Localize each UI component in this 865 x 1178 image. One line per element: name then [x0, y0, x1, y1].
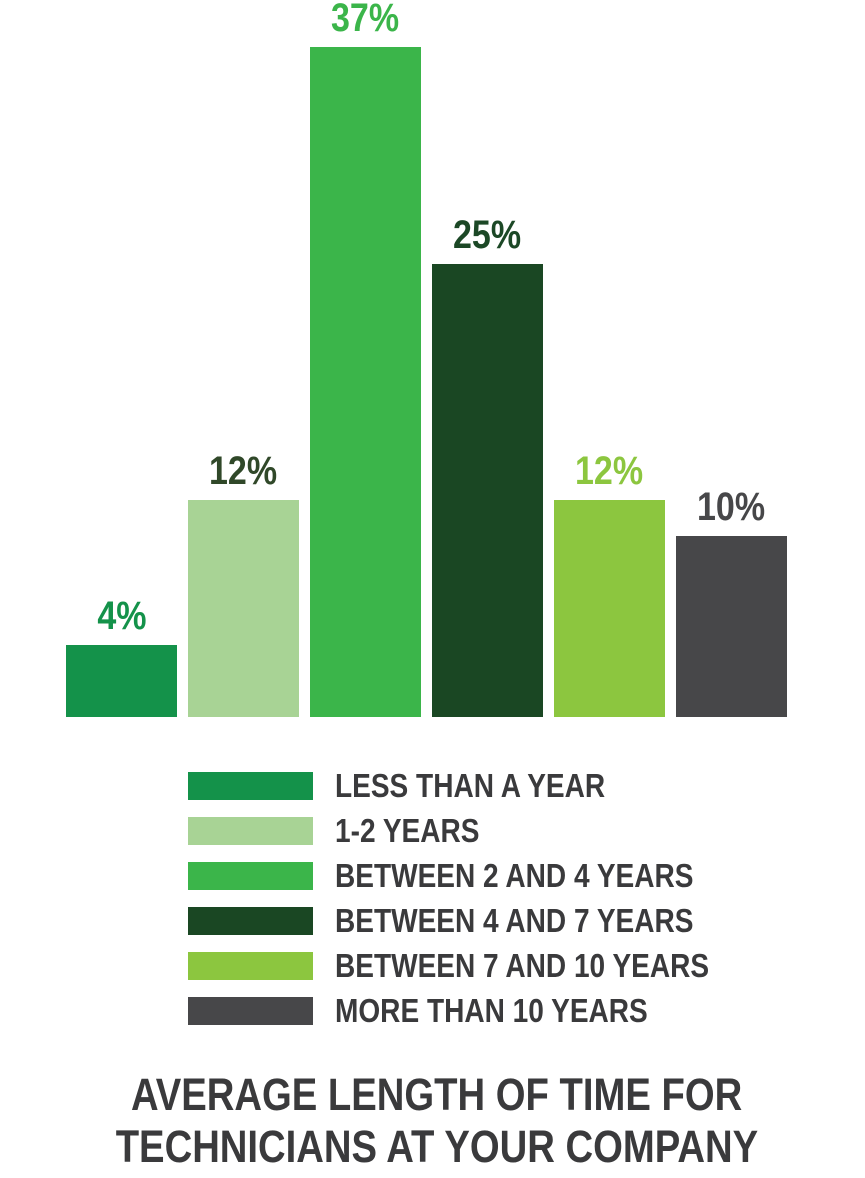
- legend-row: BETWEEN 4 AND 7 YEARS: [188, 902, 775, 939]
- legend-label-text: 1-2 YEARS: [335, 812, 480, 849]
- chart-title-line-2: TECHNICIANS AT YOUR COMPANY: [8, 1121, 865, 1173]
- legend-label-text: BETWEEN 2 AND 4 YEARS: [335, 857, 694, 894]
- bar-column: 12%: [188, 449, 299, 717]
- bar-value-label: 12%: [203, 449, 283, 493]
- legend: LESS THAN A YEAR 1-2 YEARS BETWEEN 2 AND 4…: [188, 767, 775, 1029]
- legend-row: MORE THAN 10 YEARS: [188, 992, 775, 1029]
- bar: [66, 645, 177, 717]
- bar: [432, 264, 543, 717]
- bar-value-label: 4%: [93, 594, 151, 638]
- bar: [554, 500, 665, 717]
- bar-value-label: 37%: [325, 0, 405, 40]
- legend-label: BETWEEN 2 AND 4 YEARS: [335, 857, 757, 894]
- legend-label: 1-2 YEARS: [335, 812, 505, 849]
- legend-label-text: LESS THAN A YEAR: [335, 767, 606, 804]
- legend-label-text: BETWEEN 7 AND 10 YEARS: [335, 947, 710, 984]
- legend-row: 1-2 YEARS: [188, 812, 775, 849]
- bar-chart: 4% 12% 37% 25% 12% 10%: [66, 0, 788, 717]
- bar: [310, 47, 421, 717]
- legend-swatch: [188, 772, 313, 800]
- legend-row: BETWEEN 2 AND 4 YEARS: [188, 857, 775, 894]
- bar-column: 10%: [676, 485, 787, 717]
- legend-swatch: [188, 817, 313, 845]
- bar: [188, 500, 299, 717]
- bar-column: 25%: [432, 213, 543, 717]
- bar-value-text: 12%: [209, 449, 278, 493]
- legend-swatch: [188, 997, 313, 1025]
- bar-column: 37%: [310, 0, 421, 717]
- legend-label-text: MORE THAN 10 YEARS: [335, 992, 648, 1029]
- legend-row: BETWEEN 7 AND 10 YEARS: [188, 947, 775, 984]
- bar: [676, 536, 787, 717]
- chart-title-text-1: AVERAGE LENGTH OF TIME FOR: [130, 1069, 743, 1120]
- bar-value-label: 25%: [447, 213, 527, 257]
- legend-label-text: BETWEEN 4 AND 7 YEARS: [335, 902, 694, 939]
- bar-value-label: 10%: [691, 485, 771, 529]
- legend-label: BETWEEN 7 AND 10 YEARS: [335, 947, 775, 984]
- legend-label: BETWEEN 4 AND 7 YEARS: [335, 902, 757, 939]
- bar-value-label: 12%: [569, 449, 649, 493]
- bar-value-text: 4%: [96, 594, 147, 638]
- bar-value-text: 12%: [575, 449, 644, 493]
- chart-title-text-2: TECHNICIANS AT YOUR COMPANY: [115, 1121, 758, 1172]
- chart-title: AVERAGE LENGTH OF TIME FOR TECHNICIANS A…: [0, 1069, 865, 1173]
- bar-column: 4%: [66, 594, 177, 717]
- bar-value-text: 10%: [697, 485, 766, 529]
- legend-swatch: [188, 862, 313, 890]
- legend-swatch: [188, 952, 313, 980]
- bar-column: 12%: [554, 449, 665, 717]
- chart-title-line-1: AVERAGE LENGTH OF TIME FOR: [8, 1069, 865, 1121]
- legend-swatch: [188, 907, 313, 935]
- bar-value-text: 25%: [453, 213, 522, 257]
- bar-value-text: 37%: [331, 0, 400, 40]
- legend-row: LESS THAN A YEAR: [188, 767, 775, 804]
- legend-label: MORE THAN 10 YEARS: [335, 992, 703, 1029]
- legend-label: LESS THAN A YEAR: [335, 767, 653, 804]
